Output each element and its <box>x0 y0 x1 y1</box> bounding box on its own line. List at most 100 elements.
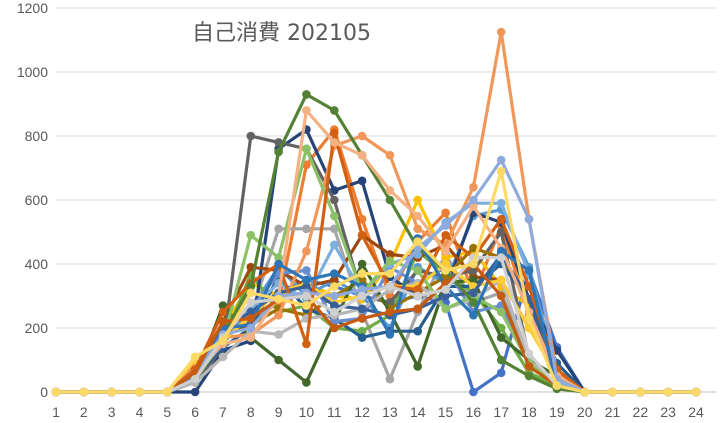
data-point <box>413 304 423 314</box>
data-point <box>302 291 311 301</box>
data-point <box>135 387 144 397</box>
data-point <box>357 291 367 301</box>
data-point <box>441 230 450 240</box>
data-point <box>330 307 339 317</box>
data-point <box>357 285 367 294</box>
data-point <box>469 243 478 253</box>
data-point <box>246 323 256 333</box>
data-point <box>330 282 339 291</box>
data-point <box>246 282 256 291</box>
data-point <box>496 166 506 176</box>
data-point <box>413 266 423 275</box>
data-point <box>274 330 283 339</box>
data-point <box>330 323 339 333</box>
data-point <box>496 246 506 256</box>
x-tick-label: 18 <box>521 404 537 420</box>
x-tick-labels: 1 2 3 4 5 6 7 8 9 10 11 12 13 14 15 16 17 18 19 20 21 22 23 24 <box>52 404 704 420</box>
data-point <box>441 291 450 301</box>
data-point <box>469 182 478 192</box>
x-tick-label: 14 <box>410 404 426 420</box>
data-point <box>274 294 283 304</box>
x-tick-label: 15 <box>438 404 454 420</box>
data-point <box>357 326 367 336</box>
data-point <box>496 253 506 262</box>
data-point <box>385 374 395 384</box>
data-point <box>246 298 256 307</box>
series-line <box>56 169 696 394</box>
data-point <box>302 266 311 275</box>
data-point <box>274 224 283 234</box>
data-point <box>441 246 450 256</box>
data-point <box>218 352 228 362</box>
data-point <box>385 269 395 278</box>
data-point <box>330 240 339 250</box>
series-27 <box>51 166 701 397</box>
data-point <box>357 259 367 269</box>
data-point <box>218 317 228 326</box>
y-tick-label: 200 <box>25 320 49 336</box>
data-point <box>302 106 311 115</box>
data-point <box>302 339 311 349</box>
data-point <box>496 368 506 378</box>
data-point <box>302 224 311 234</box>
data-point <box>330 186 339 195</box>
data-point <box>302 301 311 310</box>
data-point <box>441 285 450 294</box>
y-tick-label: 800 <box>25 128 49 144</box>
x-tick-label: 16 <box>466 404 482 420</box>
data-point <box>469 195 478 205</box>
data-point <box>413 362 423 371</box>
data-point <box>330 269 339 278</box>
x-tick-label: 3 <box>108 404 116 420</box>
data-point <box>274 259 283 269</box>
data-point <box>524 314 534 323</box>
x-tick-label: 19 <box>549 404 565 420</box>
data-point <box>524 371 534 381</box>
data-point <box>413 237 423 246</box>
series-lines <box>51 27 701 397</box>
x-tick-label: 10 <box>299 404 315 420</box>
data-point <box>357 150 367 160</box>
data-point <box>496 307 506 317</box>
data-point <box>496 291 506 301</box>
x-tick-label: 22 <box>633 404 649 420</box>
data-point <box>524 266 534 275</box>
data-point <box>469 288 478 298</box>
data-point <box>246 131 256 141</box>
data-point <box>385 282 395 291</box>
series-6 <box>51 246 701 397</box>
data-point <box>608 387 617 397</box>
data-point <box>441 266 450 275</box>
x-tick-label: 6 <box>191 404 199 420</box>
data-point <box>524 362 534 371</box>
y-tick-label: 0 <box>40 384 48 400</box>
series-line <box>56 246 696 394</box>
x-tick-label: 20 <box>577 404 593 420</box>
data-point <box>330 138 339 147</box>
data-point <box>385 330 395 339</box>
data-point <box>330 224 339 234</box>
data-point <box>469 202 478 211</box>
data-point <box>330 128 339 138</box>
data-point <box>413 326 423 336</box>
series-20 <box>51 128 701 397</box>
data-point <box>441 253 450 262</box>
x-tick-label: 23 <box>660 404 676 420</box>
x-tick-label: 7 <box>219 404 227 420</box>
data-point <box>218 336 228 346</box>
data-point <box>552 381 562 390</box>
data-point <box>469 259 478 269</box>
data-point <box>496 27 506 37</box>
data-point <box>580 387 589 397</box>
x-tick-label: 12 <box>354 404 370 420</box>
data-point <box>413 211 423 221</box>
x-tick-label: 4 <box>136 404 144 420</box>
data-point <box>246 333 256 342</box>
data-point <box>79 387 89 397</box>
data-point <box>441 208 450 218</box>
data-point <box>385 307 395 317</box>
y-tick-label: 400 <box>25 256 49 272</box>
data-point <box>357 230 367 240</box>
